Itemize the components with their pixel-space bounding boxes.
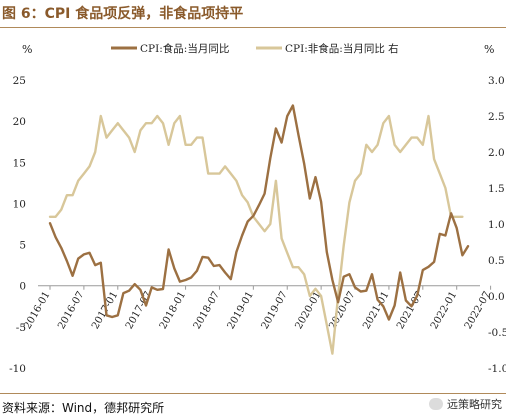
left-tick-label: 10 (13, 198, 26, 210)
right-tick-label: 2.5 (488, 111, 505, 123)
right-tick-label: 3.0 (488, 75, 505, 87)
left-tick-label: 25 (13, 75, 26, 87)
right-tick-label: 0.5 (488, 255, 505, 267)
left-axis-ticks: 25 20 15 10 5 0 -5 -10 (9, 75, 26, 375)
right-tick-label: 1.5 (488, 183, 505, 195)
right-axis-unit: % (484, 43, 494, 56)
right-tick-label: -0.5 (488, 327, 506, 339)
x-tick-label: 2019-07 (260, 290, 290, 331)
left-tick-label: 20 (13, 116, 26, 128)
x-tick-label: 2022-07 (463, 290, 493, 331)
legend: CPI:食品:当月同比 CPI:非食品:当月同比 右 (111, 42, 399, 55)
watermark-text: 远策略研究 (447, 398, 502, 411)
left-tick-label: 15 (13, 157, 26, 169)
left-axis-unit: % (22, 43, 32, 56)
x-tick-label: 2018-07 (192, 290, 222, 331)
watermark: 远策略研究 (429, 396, 502, 412)
left-tick-label: -10 (9, 363, 26, 375)
right-axis-ticks: 3.0 2.5 2.0 1.5 1.0 0.5 0.0 -0.5 -1.0 (488, 75, 506, 375)
series-line-food (48, 104, 470, 321)
left-tick-label: 0 (19, 281, 26, 293)
series-line-nonfood (48, 114, 464, 355)
wechat-icon (429, 398, 443, 410)
legend-food-label: CPI:食品:当月同比 (140, 42, 229, 55)
x-tick-label: 2022-01 (429, 290, 459, 331)
x-tick-label: 2018-01 (158, 290, 188, 331)
source-note: 资料来源：Wind，德邦研究所 (2, 401, 165, 415)
right-tick-label: 1.0 (488, 219, 505, 231)
x-tick-label: 2019-01 (226, 290, 256, 331)
legend-nonfood-label: CPI:非食品:当月同比 右 (285, 42, 399, 55)
x-tick-label: 2016-01 (22, 290, 52, 331)
x-axis-tick-labels: 2016-01 2016-07 2017-01 2017-07 2018-01 2018-… (22, 285, 493, 331)
title-divider (0, 27, 506, 28)
x-tick-label: 2020-07 (327, 290, 357, 331)
series-group (48, 104, 470, 355)
right-tick-label: 0.0 (488, 291, 505, 303)
left-tick-label: -5 (16, 322, 26, 334)
footer-divider (0, 393, 506, 394)
x-tick-label: 2016-07 (56, 290, 86, 331)
title-bar: 图 6：CPI 食品项反弹，非食品项持平 (0, 0, 506, 28)
x-tick-label: 2021-07 (395, 290, 425, 331)
right-tick-label: -1.0 (488, 363, 506, 375)
chart-title: 图 6：CPI 食品项反弹，非食品项持平 (2, 6, 244, 22)
left-tick-label: 5 (19, 240, 26, 252)
right-tick-label: 2.0 (488, 147, 505, 159)
